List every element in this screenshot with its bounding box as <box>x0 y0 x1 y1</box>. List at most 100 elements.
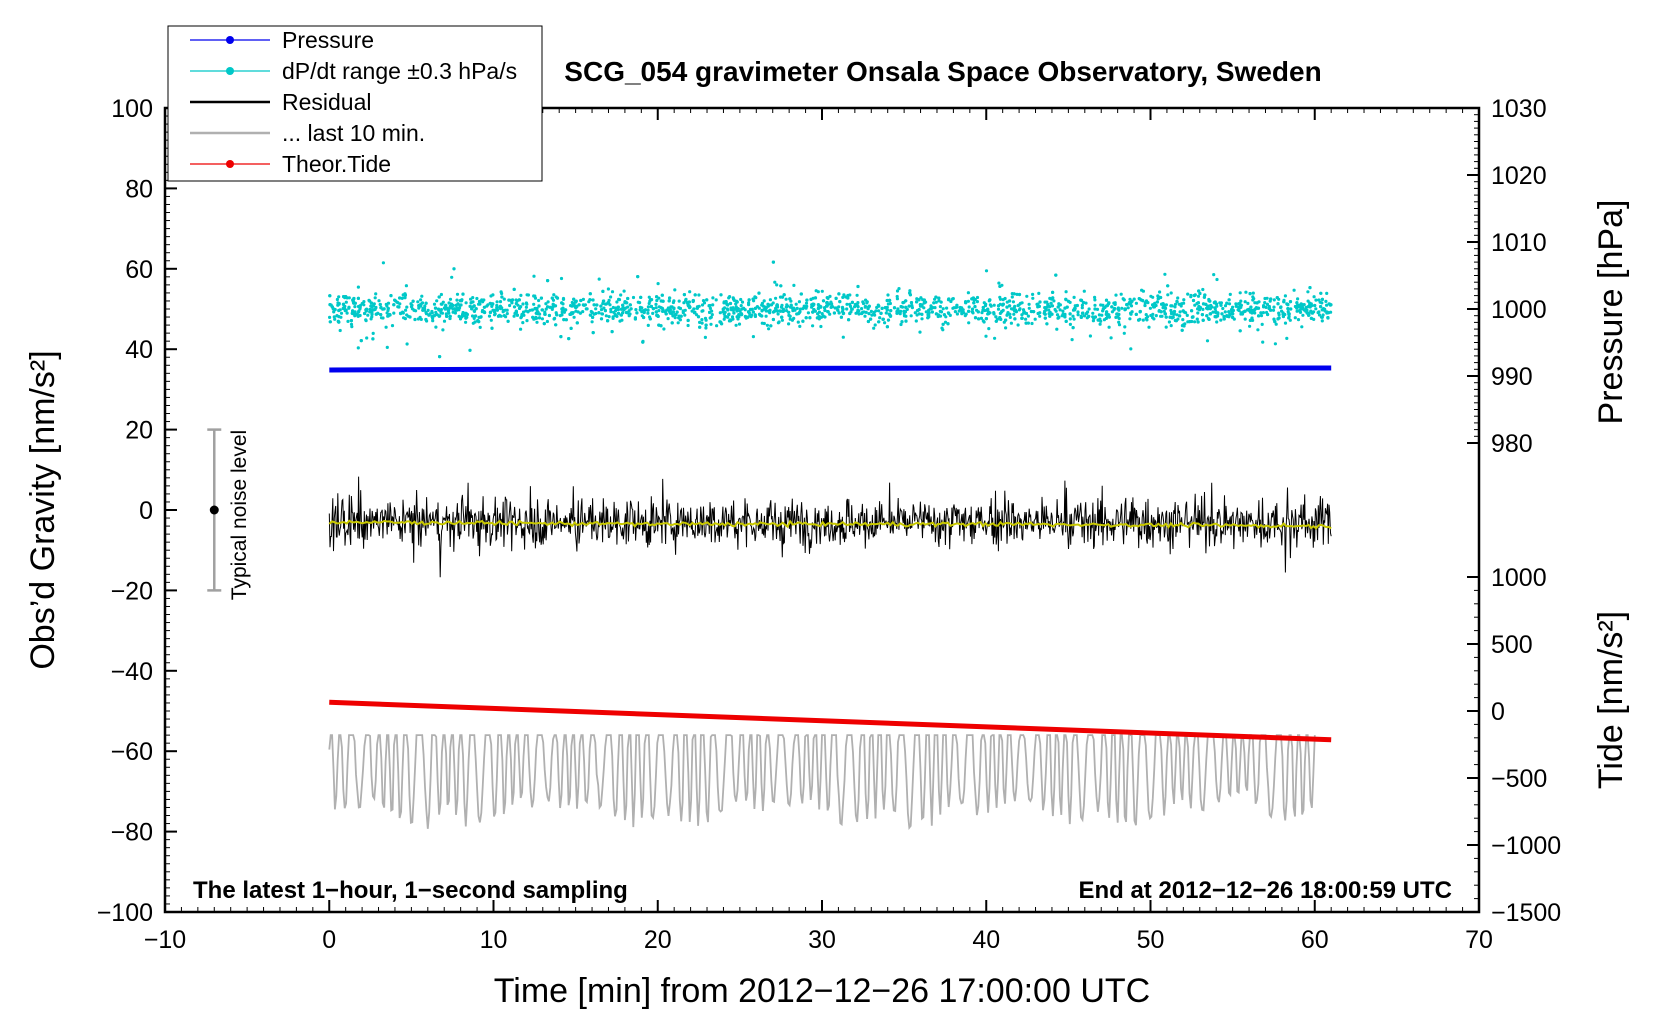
dpdt-point <box>626 296 630 301</box>
dpdt-point <box>899 322 903 327</box>
dpdt-point <box>1143 303 1147 308</box>
dpdt-point <box>384 325 388 329</box>
dpdt-point <box>847 318 851 322</box>
dpdt-point <box>450 304 454 308</box>
legend-box <box>167 25 543 182</box>
dpdt-point <box>941 322 945 326</box>
dpdt-point <box>611 315 615 319</box>
dpdt-point <box>371 331 375 335</box>
dpdt-point <box>1215 320 1219 324</box>
dpdt-point <box>1147 325 1151 329</box>
dpdt-point <box>379 313 383 317</box>
dpdt-point <box>886 293 890 297</box>
dpdt-point <box>477 299 482 304</box>
dpdt-point <box>1072 317 1076 321</box>
dpdt-point <box>861 300 865 304</box>
dpdt-point <box>535 320 539 324</box>
dpdt-point <box>335 314 339 318</box>
dpdt-point <box>500 295 504 299</box>
dpdt-point <box>775 305 780 309</box>
dpdt-point <box>464 316 468 320</box>
dpdt-point <box>1247 308 1251 312</box>
dpdt-point <box>390 324 395 328</box>
dpdt-point <box>1071 326 1075 330</box>
dpdt-point <box>534 311 538 315</box>
dpdt-point <box>782 293 786 297</box>
dpdt-point <box>856 284 860 289</box>
dpdt-point <box>1138 309 1142 314</box>
dpdt-point <box>798 307 802 311</box>
dpdt-point <box>826 310 830 314</box>
dpdt-point <box>474 314 478 318</box>
dpdt-point <box>860 307 864 311</box>
dpdt-point <box>771 317 776 322</box>
dpdt-point <box>790 318 795 322</box>
dpdt-point <box>878 316 882 320</box>
x-tick-label: 10 <box>480 926 508 954</box>
dpdt-point <box>979 316 984 320</box>
dpdt-point <box>1312 295 1316 299</box>
dpdt-point <box>703 316 708 320</box>
dpdt-point <box>754 296 758 300</box>
dpdt-point <box>1189 293 1193 298</box>
dpdt-point <box>1043 316 1047 320</box>
legend-label-residual: Residual <box>282 89 372 115</box>
dpdt-point <box>855 304 860 308</box>
dpdt-point <box>681 311 685 315</box>
dpdt-point <box>798 310 802 314</box>
dpdt-point <box>1128 297 1132 301</box>
dpdt-point <box>1010 295 1014 299</box>
dpdt-point <box>1098 322 1102 326</box>
dpdt-point <box>899 305 903 309</box>
dpdt-point <box>674 312 678 317</box>
dpdt-point <box>727 313 731 317</box>
dpdt-point <box>933 306 937 310</box>
dpdt-point <box>1325 311 1329 315</box>
dpdt-point <box>961 311 966 315</box>
dpdt-point <box>561 297 566 301</box>
dpdt-point <box>984 269 989 273</box>
dpdt-point <box>907 304 911 308</box>
dpdt-point <box>502 314 506 318</box>
dpdt-point <box>1185 313 1189 317</box>
dpdt-point <box>1320 301 1324 305</box>
dpdt-point <box>1122 298 1126 302</box>
dpdt-point <box>1087 307 1091 311</box>
dpdt-point <box>559 335 563 339</box>
dpdt-point <box>811 324 815 328</box>
left-tick-label: 40 <box>125 336 153 364</box>
dpdt-point <box>373 296 377 300</box>
dpdt-point <box>856 310 860 314</box>
dpdt-point <box>1126 306 1130 310</box>
dpdt-point <box>591 331 595 335</box>
dpdt-point <box>346 319 350 323</box>
dpdt-point <box>683 313 687 317</box>
dpdt-point <box>1009 307 1014 311</box>
dpdt-point <box>1213 300 1217 304</box>
dpdt-point <box>917 298 921 302</box>
dpdt-point <box>751 297 755 301</box>
dpdt-point <box>1222 317 1226 321</box>
left-tick-label: −60 <box>111 738 153 766</box>
dpdt-point <box>981 305 985 310</box>
dpdt-point <box>779 284 783 288</box>
dpdt-point <box>382 307 386 311</box>
dpdt-point <box>816 306 821 311</box>
dpdt-point <box>1117 323 1122 327</box>
dpdt-point <box>1186 292 1190 296</box>
dpdt-point <box>701 299 706 303</box>
dpdt-point <box>398 302 402 306</box>
dpdt-point <box>404 284 408 288</box>
dpdt-series <box>328 260 1333 359</box>
pressure-series <box>329 365 1332 373</box>
dpdt-point <box>619 313 623 317</box>
dpdt-point <box>1208 307 1212 311</box>
dpdt-point <box>633 317 638 321</box>
dpdt-point <box>736 317 740 321</box>
left-tick-label: −80 <box>111 819 153 847</box>
dpdt-point <box>646 311 650 315</box>
dpdt-point <box>1013 308 1018 312</box>
dpdt-point <box>519 293 523 297</box>
dpdt-point <box>374 292 378 296</box>
dpdt-point <box>722 317 726 321</box>
